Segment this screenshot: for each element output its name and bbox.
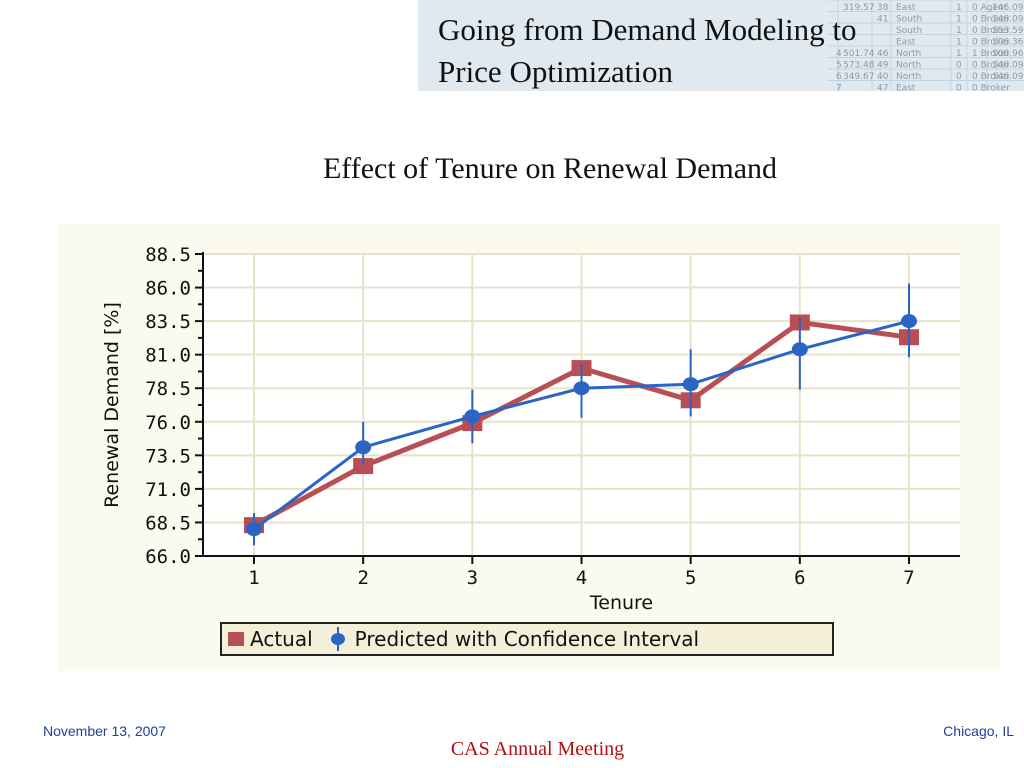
x-axis-title: Tenure [589,592,653,614]
spreadsheet-cell-text: 146.09 [992,3,1024,13]
slide-title: Going from Demand Modeling to Price Opti… [438,12,857,89]
point-predicted [682,377,699,392]
spreadsheet-cell-text: 1 [956,49,962,59]
spreadsheet-cell-text: 153.59 [992,26,1024,36]
spreadsheet-row-number: 4 [836,49,842,59]
x-tick-label: 5 [685,567,696,589]
point-predicted [573,381,590,396]
chart-title: Effect of Tenure on Renewal Demand [322,152,778,185]
legend-label-actual: Actual [250,627,313,651]
spreadsheet-cell-text: 0 Agent [972,3,1008,13]
x-tick-label: 1 [248,567,259,589]
x-tick-label: 2 [357,567,368,589]
spreadsheet-cell-text: 40 [877,72,889,82]
legend-swatch-predicted [327,627,349,651]
spreadsheet-cell-text: 501.74 [843,49,875,59]
spreadsheet-cell-text: 1 [956,26,962,36]
spreadsheet-cell-text: 0 Broker [972,61,1010,71]
chart-panel: 66.0 68.5 71.0 73.5 76.0 78.5 81.0 83.5 86.0 88.5… [58,224,1000,671]
spreadsheet-cell-text: East [896,3,916,13]
spreadsheet-row-number: 7 [836,84,842,92]
legend-label-predicted: Predicted with Confidence Interval [354,627,700,651]
spreadsheet-cell-text: 1 [956,3,962,13]
x-tick-label: 6 [794,567,805,589]
spreadsheet-cell-text: 1 Broker [972,49,1010,59]
y-tick-label: 73.5 [145,445,191,467]
y-tick-label: 78.5 [145,378,191,400]
spreadsheet-cell-text: 47 [877,84,888,92]
spreadsheet-cell-text: 0 Broker [972,15,1010,25]
spreadsheet-cell-text: 146.09 [992,72,1024,82]
spreadsheet-cell-text: 1 [956,38,962,48]
y-tick-label: 83.5 [145,311,191,333]
point-actual [353,458,374,475]
spreadsheet-cell-text: East [896,38,916,48]
spreadsheet-row-number: 6 [836,72,842,82]
footer-meeting-name: CAS Annual Meeting [450,738,625,760]
legend-item-actual: Actual [228,627,313,651]
point-predicted [355,440,372,455]
spreadsheet-cell-text: 49 [877,61,889,71]
y-tick-label: 71.0 [145,479,191,501]
x-tick-label: 3 [467,567,478,589]
spreadsheet-cell-text: 46 [877,49,889,59]
spreadsheet-cell-text: 106.96 [992,49,1024,59]
chart-legend: Actual Predicted with Confidence Interva… [220,622,834,656]
spreadsheet-cell-text: North [896,61,921,71]
spreadsheet-cell-text: 0 [956,84,962,92]
y-tick-label: 88.5 [145,244,191,266]
spreadsheet-cell-text: 319.57 [843,3,875,13]
spreadsheet-cell-text: 0 Broker [972,84,1010,92]
y-tick-label: 68.5 [145,512,191,534]
spreadsheet-cell-text: 106.36 [992,38,1024,48]
spreadsheet-cell-text: South [896,15,922,25]
legend-item-predicted: Predicted with Confidence Interval [327,627,699,651]
point-predicted [464,409,481,424]
y-axis-title: Renewal Demand [%] [101,302,123,508]
chart-plot: 66.0 68.5 71.0 73.5 76.0 78.5 81.0 83.5 86.0 88.5… [101,244,960,614]
point-predicted [246,522,262,537]
spreadsheet-row-number: 5 [836,61,842,71]
spreadsheet-cell-text: 573.48 [843,61,875,71]
y-tick-label: 81.0 [145,345,191,367]
spreadsheet-cell-text: 38 [877,3,889,13]
spreadsheet-cell-text: 1 [956,15,962,25]
spreadsheet-cell-text: 0 Broker [972,72,1010,82]
spreadsheet-cell-text: 0 Broker [972,26,1010,36]
x-tick-label: 4 [576,567,587,589]
header-banner: 319.57 38 East 1 0 Agent 146.09 41 South 1 0 Brok… [418,0,1024,91]
point-predicted [901,314,917,329]
spreadsheet-cell-text: 0 [956,72,962,82]
spreadsheet-cell-text: 146.09 [992,61,1024,71]
spreadsheet-cell-text: South [896,26,922,36]
spreadsheet-cell-text: 0 Broker [972,38,1010,48]
spreadsheet-cell-text: 146.09 [992,15,1024,25]
x-tick-label: 7 [903,567,914,589]
y-tick-label: 86.0 [145,278,191,300]
y-tick-label: 76.0 [145,412,191,434]
spreadsheet-cell-text: North [896,49,921,59]
legend-swatch-actual [228,632,244,646]
spreadsheet-cell-text: 349.67 [843,72,875,82]
footer-location: Chicago, IL [943,723,1014,739]
point-predicted [791,342,808,357]
spreadsheet-cell-text: East [896,84,916,92]
spreadsheet-cell-text: North [896,72,921,82]
spreadsheet-cell-text: 41 [877,15,888,25]
spreadsheet-cell-text: 0 [956,61,962,71]
y-tick-label: 66.0 [145,546,191,568]
footer-date: November 13, 2007 [43,723,166,739]
